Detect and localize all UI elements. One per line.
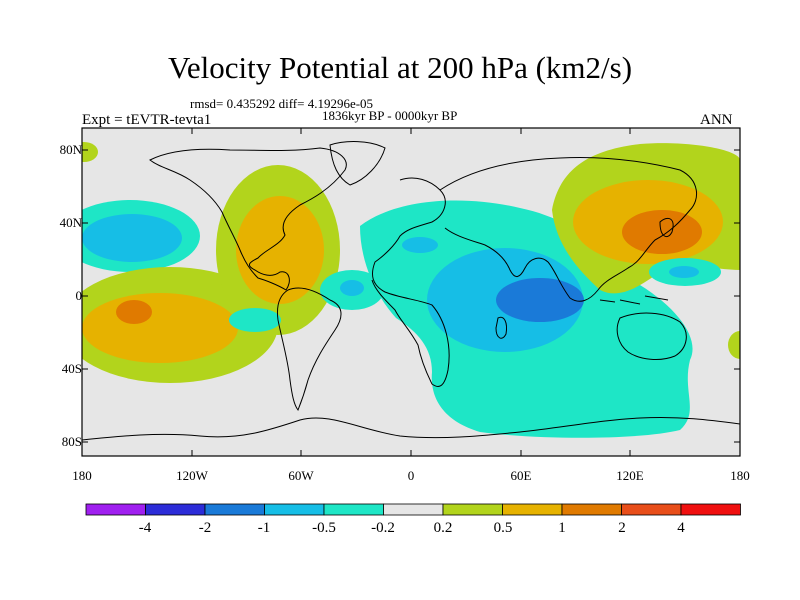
colorbar <box>85 503 741 516</box>
lat-label-eq: 0 <box>75 288 83 303</box>
lon-ticks <box>81 128 741 456</box>
chart-title: Velocity Potential at 200 hPa (km2/s) <box>167 50 633 85</box>
colorbar-label: 0.2 <box>433 520 453 536</box>
colorbar-label: -2 <box>198 520 212 536</box>
lat-label-40s: 40S <box>61 361 82 376</box>
colorbar-label: 4 <box>677 520 685 536</box>
lon-label-180w: 180 <box>72 468 92 483</box>
med-neg <box>402 237 438 253</box>
coast-greenland <box>329 141 386 186</box>
atl-neg-core <box>340 280 364 296</box>
arctic-pos-left <box>82 142 98 162</box>
coast-australia <box>616 312 687 360</box>
east-edge-pos <box>728 331 740 359</box>
lon-label-60e: 60E <box>510 468 532 483</box>
lon-label-180e: 180 <box>730 468 750 483</box>
lat-label-80n: 80N <box>59 142 82 157</box>
lon-label-120w: 120W <box>176 468 208 483</box>
colorbar-swatch <box>561 503 622 516</box>
coast-indonesia <box>599 295 669 305</box>
amer-pos-mid <box>236 196 324 304</box>
coast-north-america <box>149 147 347 291</box>
coast-south-america <box>277 287 342 411</box>
colorbar-swatch <box>502 503 563 516</box>
colorbar-swatch <box>680 503 741 516</box>
colorbar-swatch <box>383 503 444 516</box>
asia-pos-strong <box>622 210 702 254</box>
lon-label-120e: 120E <box>616 468 644 483</box>
ind-neg-core <box>496 278 584 322</box>
spac-pos-core <box>116 300 152 324</box>
colorbar-swatch <box>145 503 206 516</box>
epac-neg <box>229 308 281 332</box>
lat-ticks <box>82 149 740 443</box>
season-label: ANN <box>700 112 733 128</box>
colorbar-label: 2 <box>618 520 626 536</box>
period-label: 1836kyr BP - 0000kyr BP <box>322 108 458 123</box>
coast-antarctica <box>82 416 740 441</box>
colorbar-swatch <box>204 503 265 516</box>
colorbar-swatch <box>442 503 503 516</box>
npac-neg-mid <box>82 214 182 262</box>
spac-pos-mid <box>82 293 238 363</box>
colorbar-label: 0.5 <box>493 520 513 536</box>
colorbar-label: -0.5 <box>312 520 336 536</box>
contour-fields <box>82 142 740 438</box>
lat-label-40n: 40N <box>59 215 82 230</box>
colorbar-label: -1 <box>257 520 271 536</box>
colorbar-swatch <box>264 503 325 516</box>
coast-madagascar <box>495 316 507 339</box>
colorbar-swatch <box>621 503 682 516</box>
colorbar-swatch <box>323 503 384 516</box>
coast-japan <box>659 217 674 238</box>
coast-europe-africa <box>371 177 450 387</box>
lon-label-0: 0 <box>407 468 415 483</box>
experiment-label: Expt = tEVTR-tevta1 <box>82 112 212 128</box>
colorbar-label: -0.2 <box>371 520 395 536</box>
coastlines <box>82 141 740 441</box>
lon-label-60w: 60W <box>288 468 314 483</box>
colorbar-swatch <box>85 503 146 516</box>
colorbar-label: 1 <box>558 520 566 536</box>
coast-asia <box>439 157 698 302</box>
stats-line: rmsd= 0.435292 diff= 4.19296e-05 <box>190 96 374 111</box>
lat-label-80s: 80S <box>61 434 82 449</box>
colorbar-label: -4 <box>138 520 152 536</box>
wpac-neg-core <box>669 266 699 278</box>
